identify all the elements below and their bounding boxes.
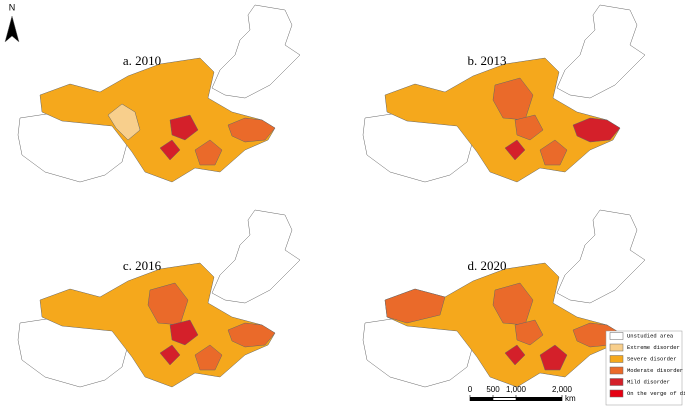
legend-swatch (609, 355, 624, 363)
unstudied-region (556, 4, 646, 99)
unstudied-region (211, 209, 301, 304)
region-patch (539, 344, 568, 371)
region-patch (194, 344, 223, 371)
map-panel: c. 2016 (17, 209, 301, 388)
map-panel: d. 2020 (362, 209, 646, 388)
region-patch (514, 114, 544, 141)
legend-swatch (609, 332, 624, 340)
scale-bar-gap (493, 398, 516, 400)
scale-label: 0 (468, 385, 473, 394)
region-patch (169, 114, 199, 141)
legend-swatch (609, 343, 624, 352)
unstudied-region (556, 209, 646, 304)
maps: a. 2010 b. 2013 c. 2016 d. 2020 (17, 4, 646, 388)
legend-text: Unstudied area (627, 332, 674, 339)
scale-unit: km (565, 394, 576, 403)
legend-text: Moderate disorder (627, 367, 683, 374)
legend-text: Extreme disorder (627, 344, 680, 351)
legend-swatch (609, 366, 624, 375)
legend-swatch (609, 389, 624, 398)
region-patch (107, 103, 141, 141)
region-patch (227, 117, 276, 143)
scale-label: 2,000 (552, 385, 573, 394)
region-patch (514, 319, 544, 346)
legend-swatch (609, 378, 624, 386)
legend-text: Mild disorder (627, 378, 670, 385)
region-patch (159, 139, 181, 161)
region-patch (539, 139, 568, 166)
region-patch (504, 139, 526, 161)
north-arrow: N (4, 2, 20, 43)
map-panel: a. 2010 (17, 4, 301, 183)
region-patch (159, 344, 181, 366)
panel-label: b. 2013 (468, 53, 507, 68)
legend: Unstudied area Extreme disorder Severe dis… (605, 330, 685, 406)
north-arrow-shape (4, 15, 20, 43)
region-patch (572, 117, 621, 143)
region-patch (169, 319, 199, 346)
scale-label: 1,000 (506, 385, 527, 394)
legend-text: On the verge of disorder (627, 390, 685, 397)
unstudied-region (211, 4, 301, 99)
panel-label: a. 2010 (123, 53, 161, 68)
region-patch (227, 322, 276, 348)
region-patch (194, 139, 223, 166)
region-patch (384, 288, 446, 324)
panel-label: c. 2016 (123, 258, 162, 273)
region-patch (504, 344, 526, 366)
map-panel: b. 2013 (362, 4, 646, 183)
legend-text: Severe disorder (627, 355, 677, 362)
panel-label: d. 2020 (468, 258, 507, 273)
scale-label: 500 (486, 385, 500, 394)
north-label: N (9, 2, 16, 12)
